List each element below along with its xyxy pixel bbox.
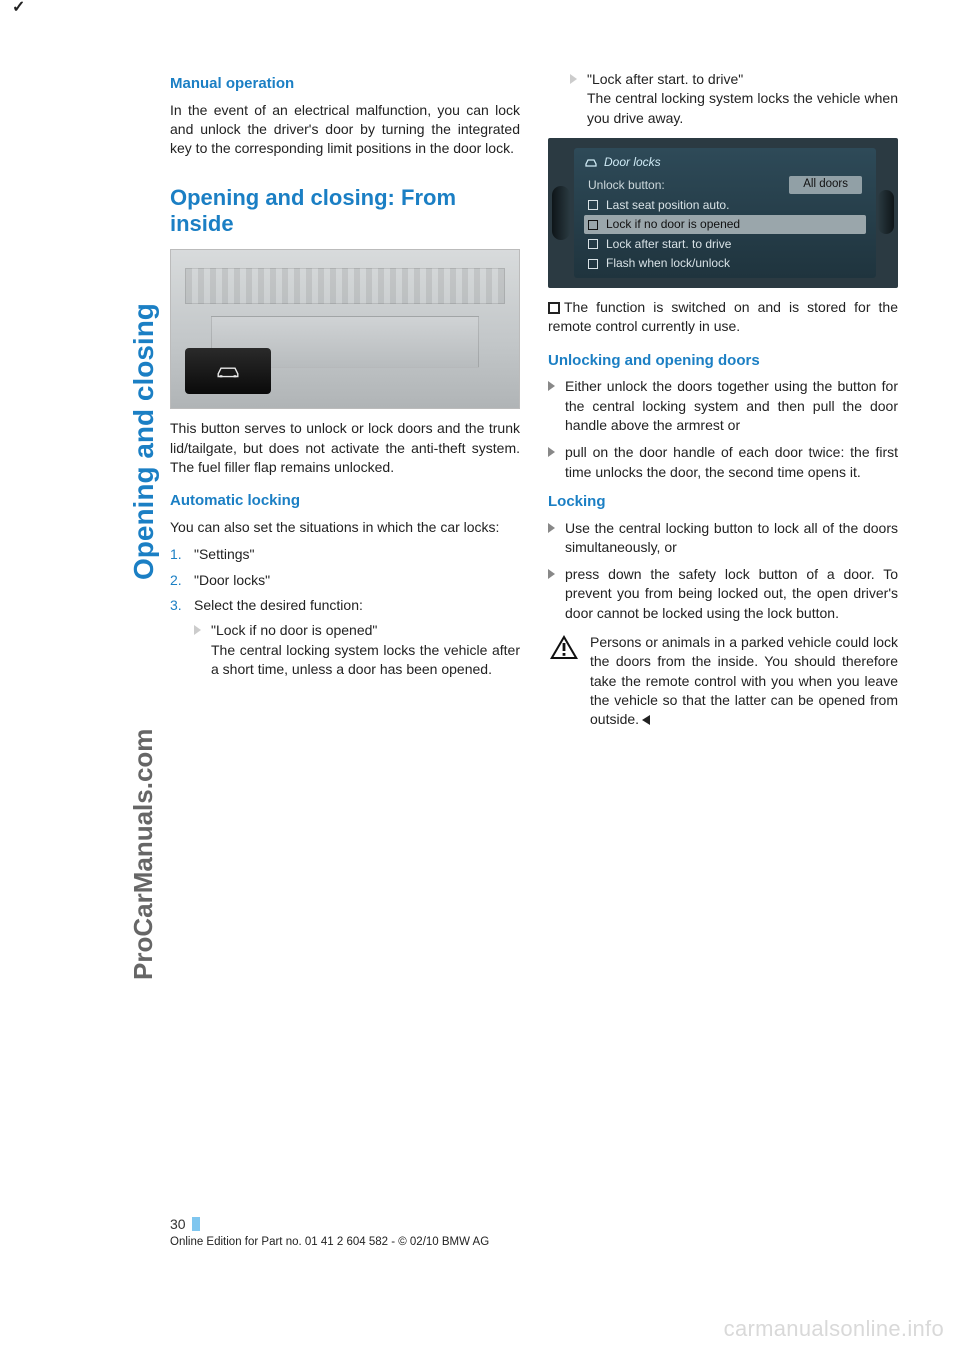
heading-locking: Locking bbox=[548, 492, 898, 513]
screen-title: Door locks bbox=[604, 154, 661, 171]
step-2: 2. "Door locks" bbox=[170, 571, 520, 590]
checkbox-icon bbox=[588, 220, 598, 230]
checkbox-icon bbox=[588, 259, 598, 269]
warning-icon bbox=[548, 633, 580, 661]
lock-list: Use the central locking button to lock a… bbox=[548, 519, 898, 624]
heading-automatic-locking: Automatic locking bbox=[170, 491, 520, 512]
footer-line: Online Edition for Part no. 01 41 2 604 … bbox=[170, 1236, 489, 1248]
sub-option-lock-after-start: "Lock after start. to drive" The central… bbox=[570, 70, 898, 128]
triangle-bullet-icon bbox=[548, 381, 555, 391]
screen-unlock-value: All doors bbox=[789, 176, 862, 194]
triangle-bullet-icon bbox=[548, 569, 555, 579]
step-text: "Settings" bbox=[194, 545, 255, 564]
side-site-label: ProCarManuals.com bbox=[128, 729, 159, 980]
left-column: Manual operation In the event of an elec… bbox=[170, 70, 520, 730]
screen-row-2-selected: Lock if no door is opened bbox=[584, 215, 866, 235]
screen-row-1: Last seat position auto. bbox=[584, 195, 866, 215]
warning-text-wrap: Persons or animals in a parked vehicle c… bbox=[590, 633, 898, 730]
triangle-bullet-icon bbox=[548, 447, 555, 457]
screen-row-3: Lock after start. to drive bbox=[584, 234, 866, 254]
para-manual-operation: In the event of an electrical malfunctio… bbox=[170, 101, 520, 159]
sub-option-body: The central locking system locks the veh… bbox=[211, 641, 520, 680]
screen-row-text: Flash when lock/unlock bbox=[606, 255, 730, 272]
watermark: carmanualsonline.info bbox=[724, 1316, 944, 1342]
screen-row-text: Last seat position auto. bbox=[606, 197, 729, 214]
page-number-row: 30 bbox=[170, 1216, 489, 1232]
figure-idrive-screen: Door locks Unlock button: All doors Last… bbox=[548, 138, 898, 288]
right-column: "Lock after start. to drive" The central… bbox=[548, 70, 898, 730]
list-text: pull on the door handle of each door twi… bbox=[565, 443, 898, 482]
screen-title-row: Door locks bbox=[584, 154, 866, 171]
screen-unlock-label: Unlock button: bbox=[588, 177, 665, 194]
step-3: 3. Select the desired function: "Lock if… bbox=[170, 596, 520, 689]
screen-row-unlock: Unlock button: All doors bbox=[584, 174, 866, 195]
heading-unlocking-opening: Unlocking and opening doors bbox=[548, 351, 898, 372]
step-text: Select the desired function: bbox=[194, 597, 363, 613]
checkbox-icon bbox=[588, 200, 598, 210]
sub-option-body: The central locking system locks the veh… bbox=[587, 89, 898, 128]
step-text: "Door locks" bbox=[194, 571, 270, 590]
list-text: Either unlock the doors together using t… bbox=[565, 377, 898, 435]
para-stored: ✓ The function is switched on and is sto… bbox=[548, 298, 898, 337]
screen-row-text: Lock if no door is opened bbox=[606, 216, 740, 233]
checkbox-icon bbox=[588, 239, 598, 249]
list-text: press down the safety lock button of a d… bbox=[565, 565, 898, 623]
heading-opening-inside: Opening and closing: From inside bbox=[170, 185, 520, 238]
sub-option-title: "Lock after start. to drive" bbox=[587, 70, 898, 89]
screen-row-4: Flash when lock/unlock bbox=[584, 254, 866, 274]
check-set-icon: ✓ bbox=[548, 302, 560, 314]
end-marker-icon bbox=[642, 715, 650, 725]
triangle-bullet-icon bbox=[194, 625, 201, 635]
sub-option-title: "Lock if no door is opened" bbox=[211, 621, 520, 640]
triangle-bullet-icon bbox=[548, 523, 555, 533]
page: Opening and closing ProCarManuals.com Ma… bbox=[0, 0, 960, 1358]
step-number: 3. bbox=[170, 596, 186, 689]
page-marker-icon bbox=[192, 1217, 200, 1231]
continued-sub: "Lock after start. to drive" The central… bbox=[548, 70, 898, 128]
para-auto-intro: You can also set the situations in which… bbox=[170, 518, 520, 537]
lock-item-1: Use the central locking button to lock a… bbox=[548, 519, 898, 558]
para-button-desc: This button serves to unlock or lock doo… bbox=[170, 419, 520, 477]
unlock-item-2: pull on the door handle of each door twi… bbox=[548, 443, 898, 482]
figure-dashboard bbox=[170, 249, 520, 409]
side-labels: Opening and closing ProCarManuals.com bbox=[100, 70, 140, 970]
triangle-bullet-icon bbox=[570, 74, 577, 84]
para-stored-text: The function is switched on and is store… bbox=[548, 299, 898, 334]
sub-option-lock-no-door: "Lock if no door is opened" The central … bbox=[194, 621, 520, 679]
page-footer: 30 Online Edition for Part no. 01 41 2 6… bbox=[170, 1216, 489, 1248]
screen-knob-right bbox=[878, 190, 894, 234]
lock-item-2: press down the safety lock button of a d… bbox=[548, 565, 898, 623]
screen-row-text: Lock after start. to drive bbox=[606, 236, 731, 253]
side-section-title: Opening and closing bbox=[128, 303, 160, 580]
screen-content: Door locks Unlock button: All doors Last… bbox=[574, 148, 876, 278]
heading-manual-operation: Manual operation bbox=[170, 74, 520, 95]
car-lock-icon bbox=[214, 361, 242, 381]
screen-knob-left bbox=[552, 186, 570, 240]
unlock-item-1: Either unlock the doors together using t… bbox=[548, 377, 898, 435]
car-icon bbox=[584, 156, 598, 168]
step-number: 2. bbox=[170, 571, 186, 590]
step-number: 1. bbox=[170, 545, 186, 564]
warning-block: Persons or animals in a parked vehicle c… bbox=[548, 633, 898, 730]
step-3-content: Select the desired function: "Lock if no… bbox=[194, 596, 520, 689]
unlock-list: Either unlock the doors together using t… bbox=[548, 377, 898, 482]
dashboard-vents bbox=[185, 268, 505, 304]
content-columns: Manual operation In the event of an elec… bbox=[170, 70, 900, 730]
steps-list: 1. "Settings" 2. "Door locks" 3. Select th… bbox=[170, 545, 520, 689]
page-number: 30 bbox=[170, 1216, 186, 1232]
lock-button-callout bbox=[185, 348, 271, 394]
warning-text: Persons or animals in a parked vehicle c… bbox=[590, 634, 898, 727]
step-3-sub: "Lock if no door is opened" The central … bbox=[194, 621, 520, 679]
step-1: 1. "Settings" bbox=[170, 545, 520, 564]
list-text: Use the central locking button to lock a… bbox=[565, 519, 898, 558]
